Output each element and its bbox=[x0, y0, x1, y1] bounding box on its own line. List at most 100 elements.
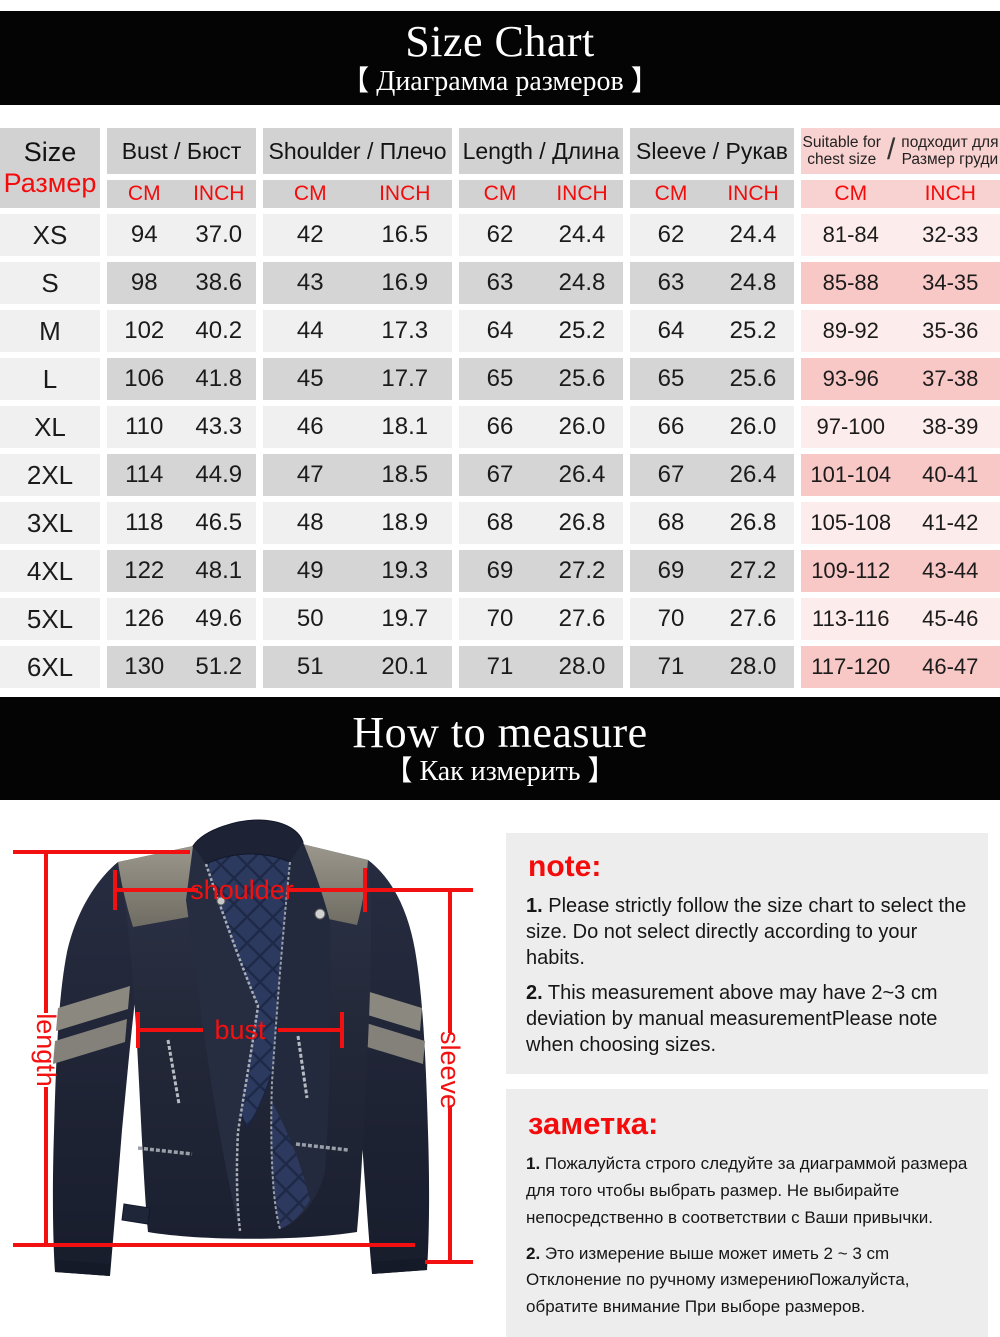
suitable-cell: 117-120 46-47 bbox=[801, 646, 1000, 688]
suitable-cell: 109-112 43-44 bbox=[801, 550, 1000, 592]
left-sleeve-stripe bbox=[56, 986, 130, 1031]
size-label: 4XL bbox=[0, 550, 100, 592]
units-header: CM INCH bbox=[107, 180, 256, 208]
shoulder-ticks bbox=[113, 868, 367, 912]
note-box-english: note: 1. Please strictly follow the size… bbox=[506, 833, 988, 1074]
measure-cell: 98 38.6 bbox=[107, 262, 256, 304]
measure-cell: 130 51.2 bbox=[107, 646, 256, 688]
size-table: Size Размер Bust / Бюст CM INCH Shoulder / Пл… bbox=[0, 128, 1000, 688]
left-chest-zipper bbox=[166, 1039, 181, 1105]
size-label: L bbox=[0, 358, 100, 400]
size-chart-subtitle-ru: 【 Диаграмма размеров 】 bbox=[341, 65, 659, 97]
measure-cell: 64 25.2 bbox=[459, 310, 623, 352]
how-to-measure-banner: How to measure 【 Как измерить 】 bbox=[0, 697, 1000, 800]
measure-cell: 65 25.6 bbox=[630, 358, 794, 400]
size-chart-banner: Size Chart 【 Диаграмма размеров 】 bbox=[0, 11, 1000, 105]
note-item: 2. Это измерение выше может иметь 2 ~ 3 … bbox=[526, 1243, 910, 1317]
size-label: 6XL bbox=[0, 646, 100, 688]
note-title-russian: заметка: bbox=[528, 1106, 659, 1141]
jacket-measurement-figure: shoulder bust length sleeve bbox=[13, 819, 473, 1276]
measure-cell: 68 26.8 bbox=[459, 502, 623, 544]
note-item: 1. Пожалуйста строго следуйте за диаграм… bbox=[526, 1154, 968, 1227]
length-label: length bbox=[31, 1013, 61, 1087]
measure-cell: 114 44.9 bbox=[107, 454, 256, 496]
note-item: 1. Please strictly follow the size chart… bbox=[526, 895, 967, 969]
measure-cell: 62 24.4 bbox=[630, 214, 794, 256]
column-header-shoulder: Shoulder / Плечо bbox=[263, 128, 452, 174]
main-zipper bbox=[204, 863, 260, 1232]
suitable-column-header: Suitable for chest size / подходит для Разме… bbox=[801, 128, 1000, 174]
note-items-russian: 1. Пожалуйста строго следуйте за диаграм… bbox=[526, 1151, 968, 1321]
units-header: CM INCH bbox=[630, 180, 794, 208]
right-sleeve-stripe bbox=[351, 1019, 425, 1064]
suitable-cell: 101-104 40-41 bbox=[801, 454, 1000, 496]
measure-cell: 48 18.9 bbox=[263, 502, 452, 544]
measure-cell: 71 28.0 bbox=[630, 646, 794, 688]
size-chart-page: Size Chart 【 Диаграмма размеров 】 Size Ра… bbox=[0, 11, 1000, 1337]
measure-cell: 63 24.8 bbox=[459, 262, 623, 304]
shoulder-label: shoulder bbox=[190, 875, 294, 905]
measure-cell: 126 49.6 bbox=[107, 598, 256, 640]
hem-belt-tab bbox=[121, 1203, 151, 1225]
bust-ticks bbox=[136, 1012, 344, 1048]
suitable-cell: 81-84 32-33 bbox=[801, 214, 1000, 256]
measure-cell: 69 27.2 bbox=[459, 550, 623, 592]
collar-snap-button bbox=[216, 896, 226, 906]
suitable-header-ru: подходит для Размер груди bbox=[901, 133, 999, 168]
measure-cell: 102 40.2 bbox=[107, 310, 256, 352]
measure-cell: 50 19.7 bbox=[263, 598, 452, 640]
measure-cell: 43 16.9 bbox=[263, 262, 452, 304]
measure-cell: 44 17.3 bbox=[263, 310, 452, 352]
note-box-russian: заметка: 1. Пожалуйста строго следуйте з… bbox=[506, 1089, 988, 1337]
right-cuff bbox=[372, 1258, 427, 1274]
measure-cell: 67 26.4 bbox=[630, 454, 794, 496]
units-header: CM INCH bbox=[263, 180, 452, 208]
size-label: S bbox=[0, 262, 100, 304]
jacket-left-sleeve bbox=[52, 862, 153, 1276]
note-item: 2. This measurement above may have 2~3 c… bbox=[526, 982, 938, 1056]
note-items-english: 1. Please strictly follow the size chart… bbox=[526, 893, 968, 1058]
measure-cell: 63 24.8 bbox=[630, 262, 794, 304]
measure-cell: 67 26.4 bbox=[459, 454, 623, 496]
measure-cell: 51 20.1 bbox=[263, 646, 452, 688]
suitable-cell: 105-108 41-42 bbox=[801, 502, 1000, 544]
how-to-measure-title: How to measure bbox=[352, 707, 648, 757]
measure-cell: 46 18.1 bbox=[263, 406, 452, 448]
measure-cell: 118 46.5 bbox=[107, 502, 256, 544]
flap-zipper bbox=[270, 861, 291, 1230]
size-label: 2XL bbox=[0, 454, 100, 496]
note-title-english: note: bbox=[528, 850, 602, 883]
measure-cell: 71 28.0 bbox=[459, 646, 623, 688]
column-header-bust: Bust / Бюст bbox=[107, 128, 256, 174]
size-header-ru: Размер bbox=[3, 168, 97, 198]
size-chart-title: Size Chart bbox=[405, 17, 595, 67]
right-chest-zipper bbox=[296, 1035, 309, 1099]
measure-cell: 106 41.8 bbox=[107, 358, 256, 400]
bust-label: bust bbox=[214, 1015, 266, 1045]
right-pocket-zipper bbox=[295, 1142, 349, 1152]
column-header-sleeve: Sleeve / Рукав bbox=[630, 128, 794, 174]
size-label: 3XL bbox=[0, 502, 100, 544]
how-to-measure-subtitle-ru: 【 Как измерить 】 bbox=[384, 756, 616, 788]
measure-cell: 66 26.0 bbox=[459, 406, 623, 448]
measure-section: shoulder bust length sleeve note: 1. Ple… bbox=[0, 800, 1000, 1337]
measure-cell: 122 48.1 bbox=[107, 550, 256, 592]
suitable-cell: 97-100 38-39 bbox=[801, 406, 1000, 448]
left-cuff bbox=[55, 1260, 110, 1276]
sleeve-label: sleeve bbox=[435, 1031, 465, 1109]
measure-cell: 70 27.6 bbox=[630, 598, 794, 640]
measure-cell: 94 37.0 bbox=[107, 214, 256, 256]
measure-cell: 65 25.6 bbox=[459, 358, 623, 400]
size-label: M bbox=[0, 310, 100, 352]
measure-cell: 62 24.4 bbox=[459, 214, 623, 256]
measure-cell: 110 43.3 bbox=[107, 406, 256, 448]
measure-cell: 70 27.6 bbox=[459, 598, 623, 640]
size-header-en: Size bbox=[23, 136, 77, 167]
measure-cell: 68 26.8 bbox=[630, 502, 794, 544]
chest-snap-button bbox=[314, 908, 326, 920]
size-label: 5XL bbox=[0, 598, 100, 640]
size-label: XS bbox=[0, 214, 100, 256]
measure-cell: 49 19.3 bbox=[263, 550, 452, 592]
measurement-annotations bbox=[13, 850, 473, 1264]
units-header: CM INCH bbox=[459, 180, 623, 208]
